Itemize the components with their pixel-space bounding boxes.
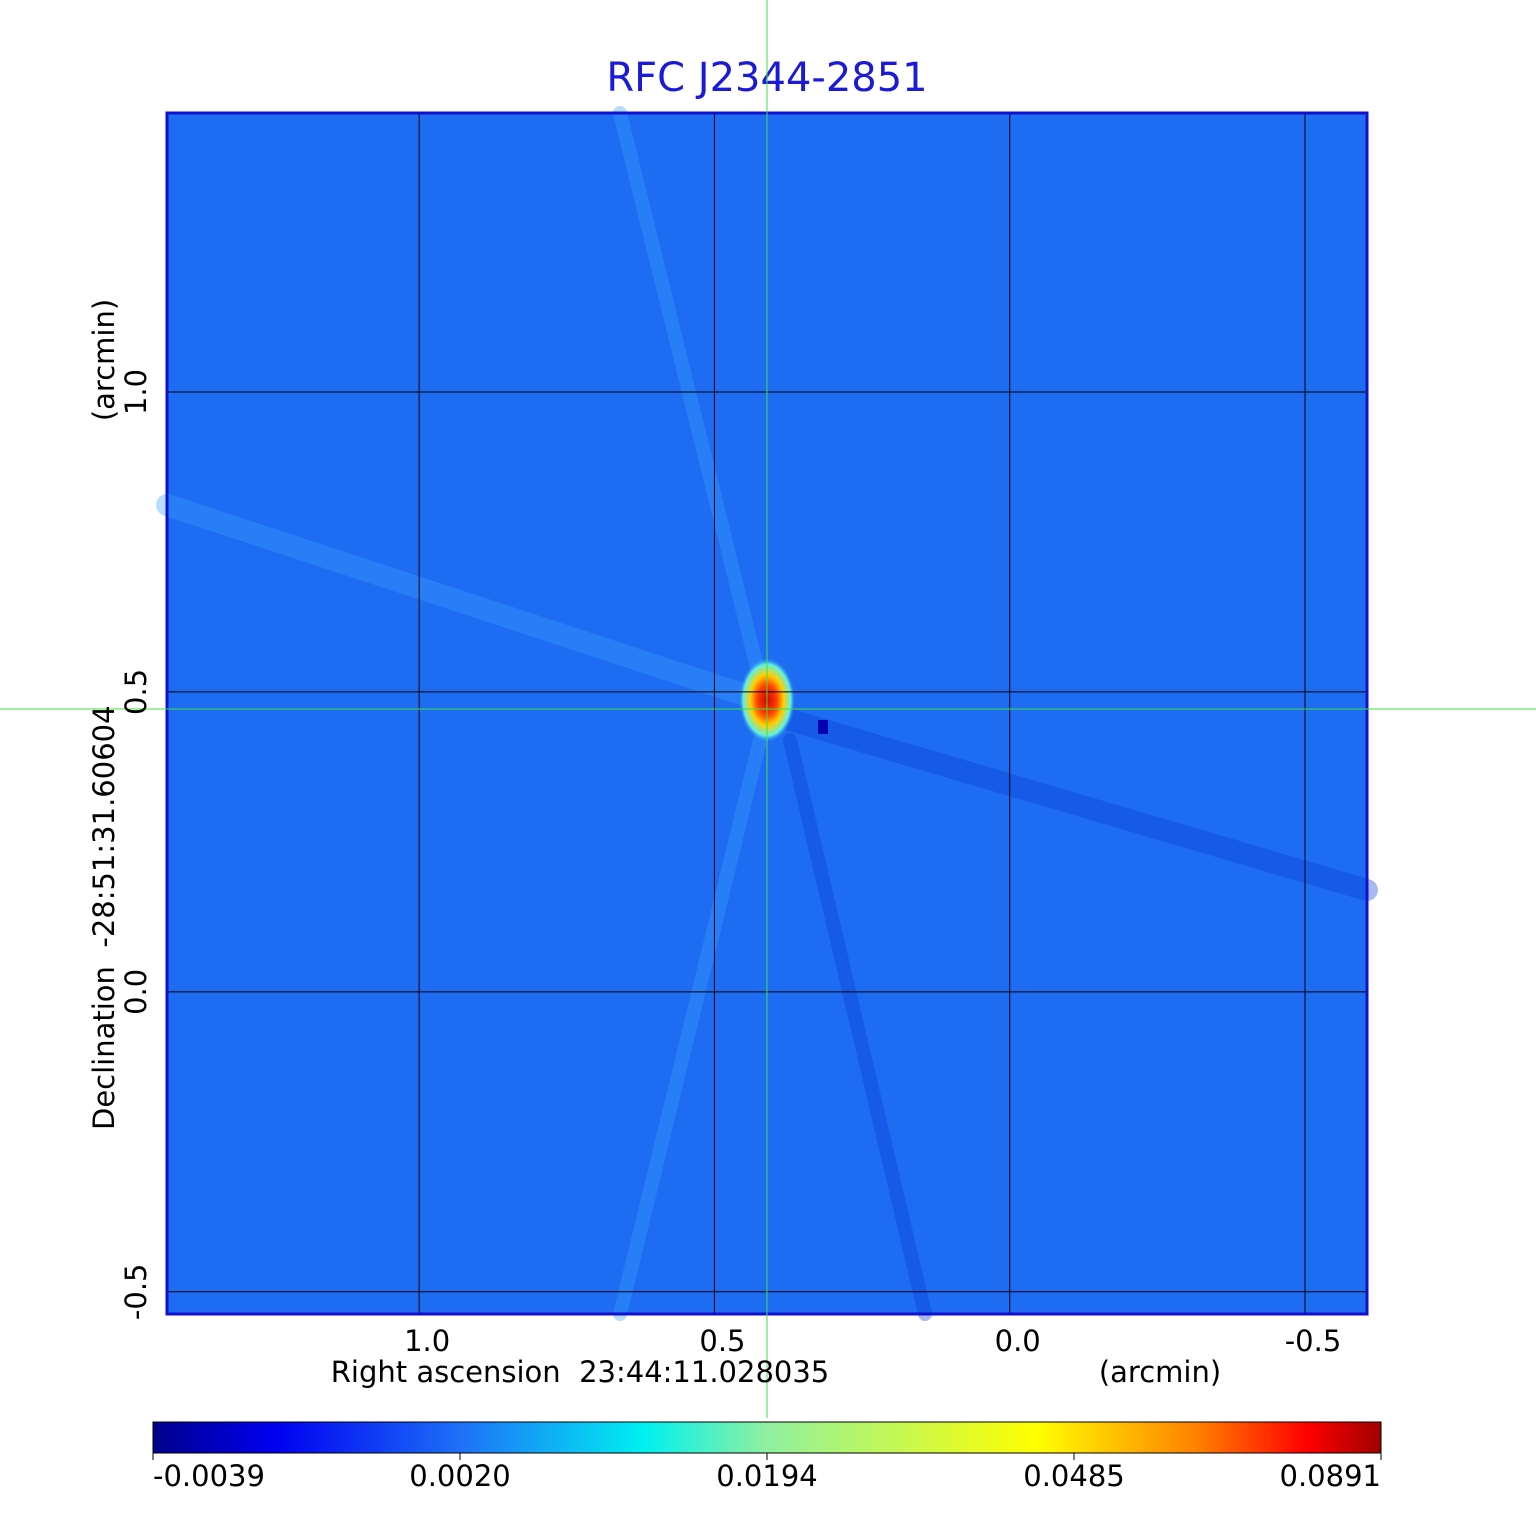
colorbar-tick-label: 0.0485 [1023,1459,1124,1493]
y-tick-label: 1.0 [119,369,153,415]
y-tick-label: 0.0 [119,969,153,1015]
x-tick-label: 0.0 [995,1324,1041,1358]
artifacts [156,106,1378,1321]
colorbar [152,1421,1382,1454]
colorbar-tick-label: -0.0039 [153,1459,265,1493]
x-tick-label: 1.0 [404,1324,450,1358]
colorbar-tick-label: 0.0020 [409,1459,510,1493]
negative-spot [818,720,828,734]
x-tick-label: -0.5 [1285,1324,1342,1358]
y-axis-label: Declination -28:51:31.60604 [87,705,121,1130]
x-axis-unit: (arcmin) [1099,1355,1221,1389]
y-tick-label: -0.5 [119,1264,153,1321]
colorbar-tick-label: 0.0891 [1280,1459,1381,1493]
x-axis-label: Right ascension 23:44:11.028035 [331,1355,830,1389]
y-tick-label: 0.5 [119,669,153,715]
x-tick-label: 0.5 [699,1324,745,1358]
y-axis-unit: (arcmin) [87,299,121,421]
colorbar-tick-label: 0.0194 [716,1459,817,1493]
